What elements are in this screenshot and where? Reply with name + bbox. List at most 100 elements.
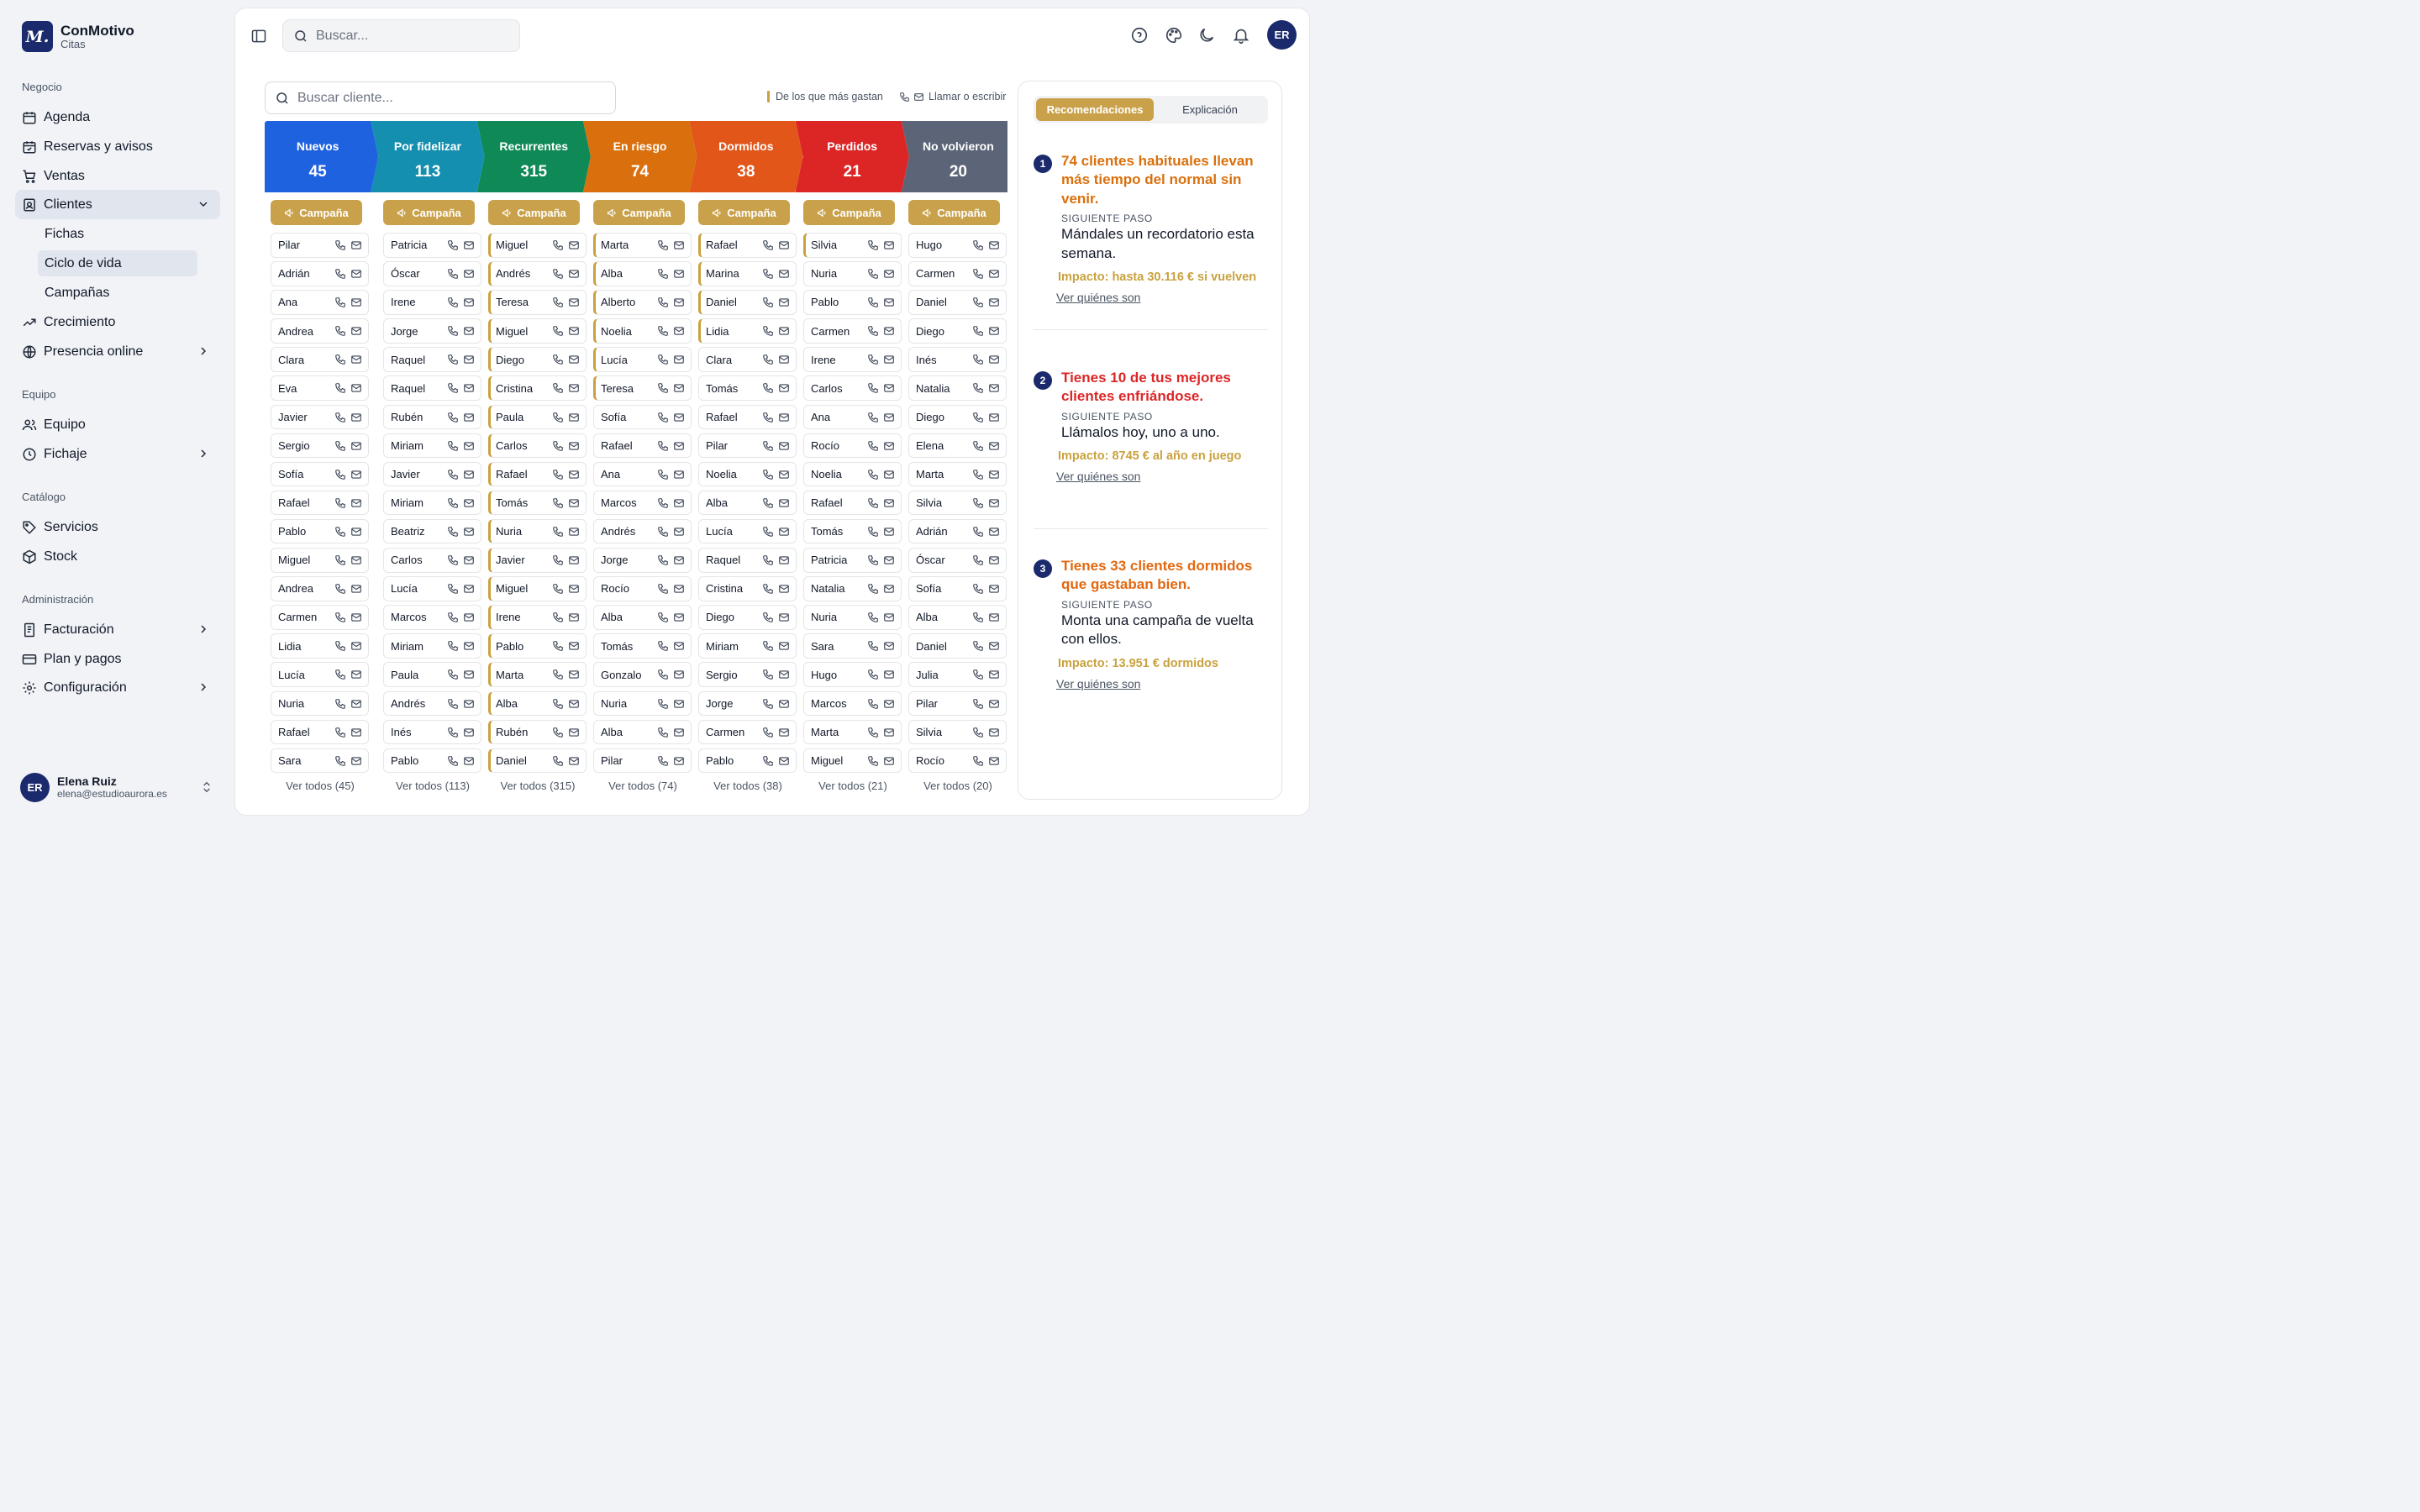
phone-icon[interactable] <box>762 526 774 538</box>
client-card[interactable]: Miguel <box>488 233 587 258</box>
client-card[interactable]: Miriam <box>698 633 797 659</box>
client-card[interactable]: Andrés <box>593 518 692 544</box>
client-card[interactable]: Patricia <box>803 548 902 573</box>
mail-icon[interactable] <box>883 755 895 767</box>
client-card[interactable]: Tomás <box>488 490 587 516</box>
phone-icon[interactable] <box>972 727 984 738</box>
client-card[interactable]: Pilar <box>593 748 692 774</box>
phone-icon[interactable] <box>447 583 459 595</box>
phone-icon[interactable] <box>334 640 346 652</box>
phone-icon[interactable] <box>552 526 564 538</box>
phone-icon[interactable] <box>657 727 669 738</box>
client-card[interactable]: Paula <box>488 404 587 430</box>
mail-icon[interactable] <box>778 526 790 538</box>
phone-icon[interactable] <box>447 612 459 623</box>
client-card[interactable]: Teresa <box>488 290 587 315</box>
mail-icon[interactable] <box>883 325 895 337</box>
mail-icon[interactable] <box>778 382 790 394</box>
phone-icon[interactable] <box>334 526 346 538</box>
mail-icon[interactable] <box>673 297 685 308</box>
phone-icon[interactable] <box>552 297 564 308</box>
client-card[interactable]: Rocío <box>593 576 692 601</box>
phone-icon[interactable] <box>447 469 459 480</box>
mail-icon[interactable] <box>350 497 362 509</box>
sidebar-subitem-fichas[interactable]: Fichas <box>45 226 85 241</box>
client-card[interactable]: Lucía <box>698 518 797 544</box>
client-card[interactable]: Rocío <box>908 748 1007 774</box>
phone-icon[interactable] <box>972 382 984 394</box>
mail-icon[interactable] <box>673 698 685 710</box>
see-who-link[interactable]: Ver quiénes son <box>1056 291 1141 305</box>
mail-icon[interactable] <box>988 612 1000 623</box>
see-who-link[interactable]: Ver quiénes son <box>1056 470 1141 484</box>
client-card[interactable]: Óscar <box>908 548 1007 573</box>
mail-icon[interactable] <box>568 440 580 452</box>
phone-icon[interactable] <box>447 354 459 365</box>
phone-icon[interactable] <box>334 612 346 623</box>
mail-icon[interactable] <box>350 239 362 251</box>
sidebar-subitem-ciclo[interactable]: Ciclo de vida <box>38 250 197 276</box>
client-card[interactable]: Raquel <box>383 375 481 401</box>
phone-icon[interactable] <box>972 526 984 538</box>
client-card[interactable]: Irene <box>803 347 902 372</box>
phone-icon[interactable] <box>762 755 774 767</box>
phone-icon[interactable] <box>867 640 879 652</box>
mail-icon[interactable] <box>463 497 475 509</box>
phone-icon[interactable] <box>447 297 459 308</box>
phone-icon[interactable] <box>657 354 669 365</box>
mail-icon[interactable] <box>883 727 895 738</box>
sidebar-item-stock[interactable]: Stock <box>15 542 220 571</box>
sidebar-item-facturacion[interactable]: Facturación <box>15 615 220 644</box>
client-card[interactable]: Andrés <box>383 690 481 716</box>
mail-icon[interactable] <box>988 297 1000 308</box>
mail-icon[interactable] <box>778 755 790 767</box>
client-card[interactable]: Miriam <box>383 433 481 459</box>
mail-icon[interactable] <box>463 268 475 280</box>
mail-icon[interactable] <box>463 325 475 337</box>
mail-icon[interactable] <box>673 755 685 767</box>
phone-icon[interactable] <box>552 268 564 280</box>
client-card[interactable]: Marcos <box>803 690 902 716</box>
client-card[interactable]: Ana <box>803 404 902 430</box>
phone-icon[interactable] <box>762 698 774 710</box>
client-card[interactable]: Tomás <box>698 375 797 401</box>
mail-icon[interactable] <box>463 382 475 394</box>
phone-icon[interactable] <box>552 640 564 652</box>
mail-icon[interactable] <box>463 354 475 365</box>
client-card[interactable]: Pablo <box>383 748 481 774</box>
campaign-button[interactable]: Campaña <box>908 200 1000 225</box>
phone-icon[interactable] <box>657 640 669 652</box>
mail-icon[interactable] <box>568 612 580 623</box>
mail-icon[interactable] <box>673 239 685 251</box>
phone-icon[interactable] <box>657 325 669 337</box>
phone-icon[interactable] <box>552 239 564 251</box>
mail-icon[interactable] <box>988 583 1000 595</box>
client-card[interactable]: Daniel <box>908 290 1007 315</box>
mail-icon[interactable] <box>673 669 685 680</box>
sidebar-item-crecimiento[interactable]: Crecimiento <box>15 307 220 337</box>
phone-icon[interactable] <box>447 412 459 423</box>
mail-icon[interactable] <box>463 440 475 452</box>
mail-icon[interactable] <box>988 469 1000 480</box>
phone-icon[interactable] <box>334 325 346 337</box>
phone-icon[interactable] <box>334 554 346 566</box>
client-card[interactable]: Paula <box>383 662 481 687</box>
phone-icon[interactable] <box>334 583 346 595</box>
mail-icon[interactable] <box>463 469 475 480</box>
client-card[interactable]: Alberto <box>593 290 692 315</box>
campaign-button[interactable]: Campaña <box>803 200 895 225</box>
phone-icon[interactable] <box>657 469 669 480</box>
phone-icon[interactable] <box>867 382 879 394</box>
stage-6[interactable]: No volvieron 20 <box>901 121 1007 192</box>
client-card[interactable]: Alba <box>488 690 587 716</box>
see-all-link[interactable]: Ver todos (315) <box>500 780 576 792</box>
client-card[interactable]: Noelia <box>698 461 797 487</box>
phone-icon[interactable] <box>762 297 774 308</box>
mail-icon[interactable] <box>673 354 685 365</box>
phone-icon[interactable] <box>334 297 346 308</box>
mail-icon[interactable] <box>883 640 895 652</box>
phone-icon[interactable] <box>867 325 879 337</box>
mail-icon[interactable] <box>350 727 362 738</box>
client-card[interactable]: Marta <box>908 461 1007 487</box>
mail-icon[interactable] <box>778 698 790 710</box>
